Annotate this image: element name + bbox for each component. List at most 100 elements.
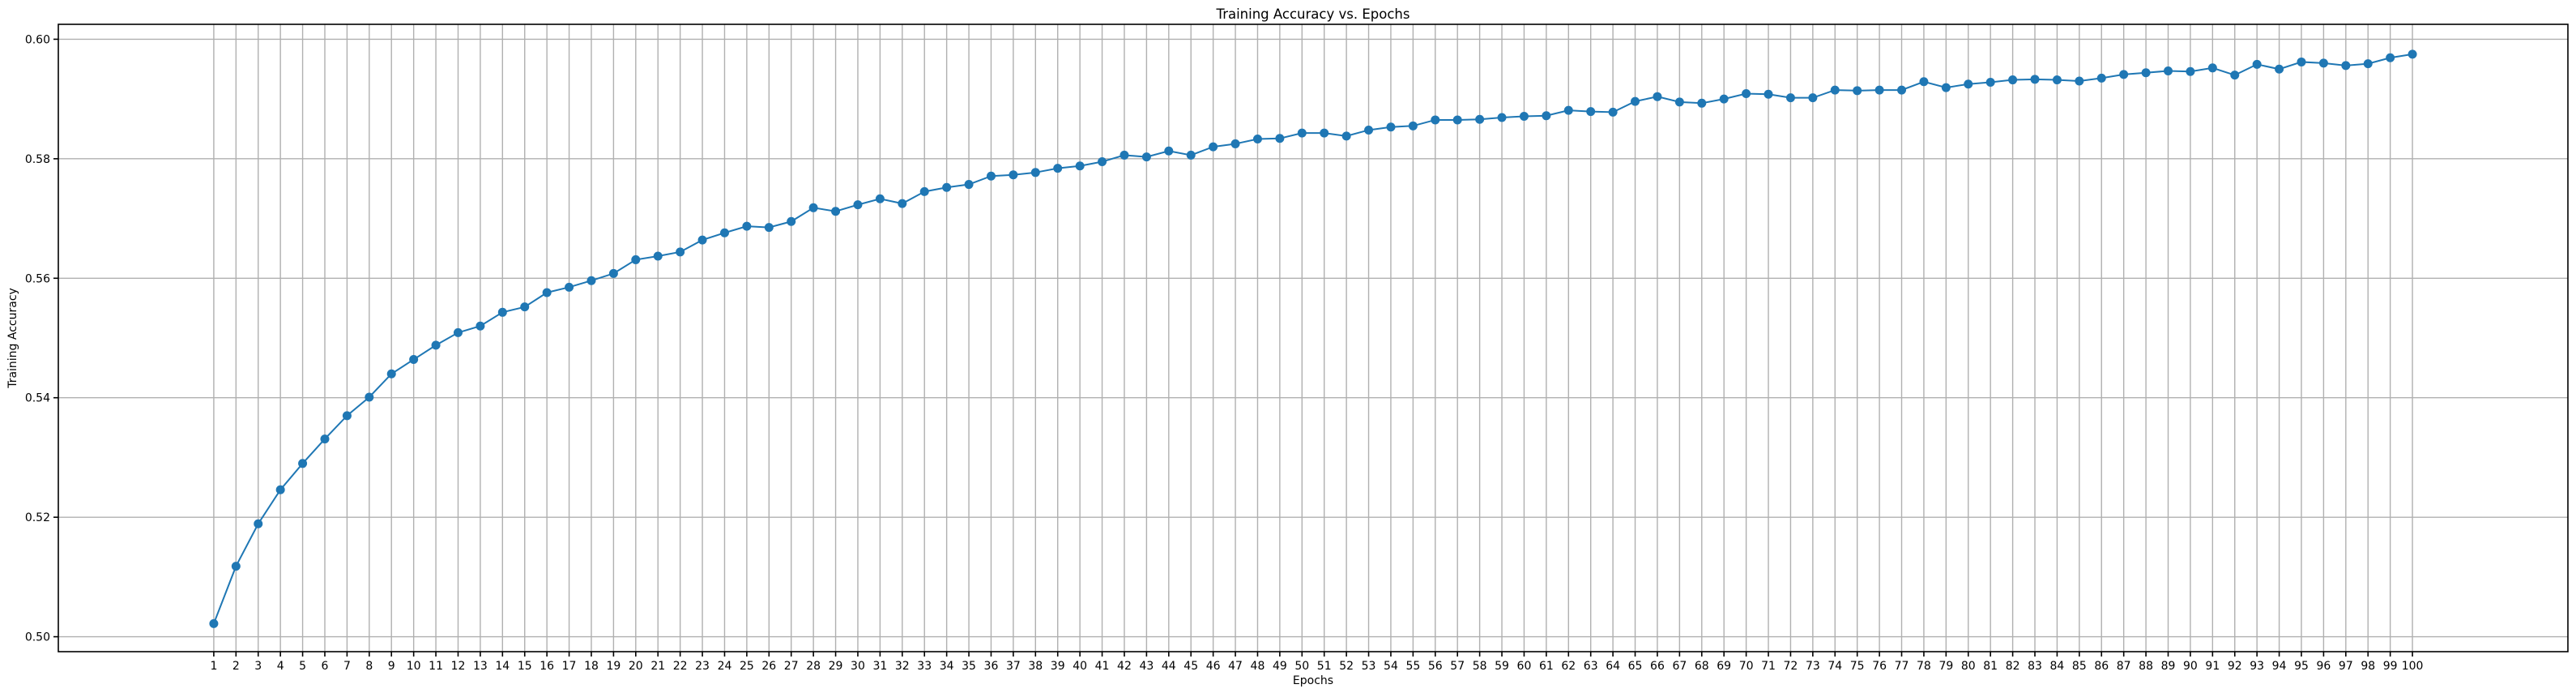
- x-tick-label: 67: [1672, 660, 1687, 673]
- x-tick-label: 18: [584, 660, 599, 673]
- data-point: [1764, 89, 1773, 99]
- y-tick-label: 0.54: [25, 392, 50, 405]
- data-point: [542, 288, 552, 297]
- x-tick-label: 59: [1495, 660, 1509, 673]
- x-tick-label: 71: [1761, 660, 1776, 673]
- data-point: [2096, 73, 2106, 83]
- x-tick-label: 28: [806, 660, 821, 673]
- x-tick-label: 29: [829, 660, 843, 673]
- data-point: [853, 200, 863, 210]
- data-point: [298, 459, 308, 468]
- x-tick-label: 42: [1117, 660, 1132, 673]
- x-tick-label: 75: [1850, 660, 1865, 673]
- data-point: [1431, 115, 1440, 125]
- x-tick-label: 7: [343, 660, 351, 673]
- x-tick-label: 8: [365, 660, 373, 673]
- x-tick-label: 14: [495, 660, 510, 673]
- data-point: [1364, 125, 1374, 135]
- data-point: [697, 235, 707, 245]
- data-point: [1919, 77, 1929, 87]
- x-tick-label: 32: [895, 660, 910, 673]
- data-point: [1674, 97, 1684, 107]
- data-point: [1853, 86, 1862, 96]
- data-point: [409, 355, 419, 365]
- data-point: [875, 194, 885, 203]
- data-point: [986, 171, 996, 181]
- data-point: [1053, 164, 1063, 173]
- data-point: [808, 203, 818, 212]
- data-point: [1719, 94, 1729, 104]
- x-tick-label: 76: [1872, 660, 1887, 673]
- data-point: [1897, 85, 1907, 95]
- data-point: [2252, 59, 2262, 69]
- data-point: [231, 562, 241, 571]
- x-tick-label: 22: [673, 660, 688, 673]
- data-point: [2119, 70, 2129, 79]
- x-tick-label: 93: [2250, 660, 2264, 673]
- data-point: [1297, 128, 1307, 138]
- data-point: [1964, 79, 1973, 89]
- x-tick-label: 70: [1739, 660, 1754, 673]
- x-tick-label: 15: [518, 660, 532, 673]
- x-tick-label: 72: [1784, 660, 1798, 673]
- x-tick-label: 55: [1405, 660, 1420, 673]
- axes-frame: [58, 24, 2569, 652]
- data-point: [1164, 146, 1174, 156]
- data-point: [2386, 53, 2395, 62]
- data-point: [942, 182, 952, 192]
- data-point: [787, 216, 796, 226]
- x-tick-label: 19: [606, 660, 621, 673]
- data-point: [2318, 58, 2328, 68]
- data-point: [497, 307, 507, 317]
- data-point: [2164, 66, 2173, 75]
- x-tick-label: 16: [540, 660, 554, 673]
- x-tick-label: 24: [718, 660, 732, 673]
- data-point: [1452, 115, 1462, 125]
- data-point: [275, 485, 285, 494]
- x-tick-label: 47: [1228, 660, 1243, 673]
- data-point: [2230, 71, 2240, 80]
- data-point: [1186, 150, 1196, 160]
- data-point: [2186, 66, 2195, 76]
- data-point: [1542, 111, 1551, 121]
- x-tick-label: 35: [962, 660, 976, 673]
- x-tick-label: 69: [1717, 660, 1731, 673]
- data-point: [2052, 75, 2062, 85]
- data-point: [1386, 122, 1396, 132]
- data-point: [2341, 61, 2351, 71]
- x-tick-label: 90: [2183, 660, 2198, 673]
- data-point: [1030, 168, 1040, 178]
- data-point: [608, 268, 618, 278]
- x-tick-label: 33: [917, 660, 932, 673]
- data-point: [1341, 131, 1351, 141]
- data-point: [453, 327, 463, 337]
- x-tick-label: 41: [1095, 660, 1110, 673]
- x-tick-label: 20: [629, 660, 643, 673]
- data-point: [320, 434, 330, 444]
- data-point: [565, 282, 574, 292]
- y-tick-label: 0.60: [25, 33, 50, 46]
- data-point: [431, 340, 441, 350]
- data-point: [1874, 85, 1884, 95]
- data-point: [742, 221, 752, 231]
- x-tick-label: 95: [2294, 660, 2309, 673]
- x-tick-label: 68: [1695, 660, 1709, 673]
- data-point: [2275, 64, 2284, 74]
- x-tick-label: 54: [1384, 660, 1398, 673]
- data-point: [1586, 107, 1596, 117]
- grid-lines: [58, 24, 2568, 652]
- y-tick-label: 0.56: [25, 272, 50, 285]
- x-tick-label: 85: [2072, 660, 2087, 673]
- x-tick-label: 25: [740, 660, 754, 673]
- data-point: [342, 411, 352, 421]
- data-point: [1808, 93, 1818, 103]
- x-tick-label: 52: [1339, 660, 1354, 673]
- x-tick-label: 89: [2161, 660, 2176, 673]
- x-tick-label: 5: [299, 660, 306, 673]
- series-line: [212, 53, 2413, 624]
- data-point: [964, 180, 974, 190]
- series-layer: [209, 49, 2417, 628]
- chart-title: Training Accuracy vs. Epochs: [1216, 6, 1410, 22]
- ticks: 1 2 3 4 5 6 7 8 9 10 11 12 13 14 15 16 17 18 19 20 21 22 23 24 2…: [25, 33, 2424, 673]
- x-tick-label: 96: [2317, 660, 2331, 673]
